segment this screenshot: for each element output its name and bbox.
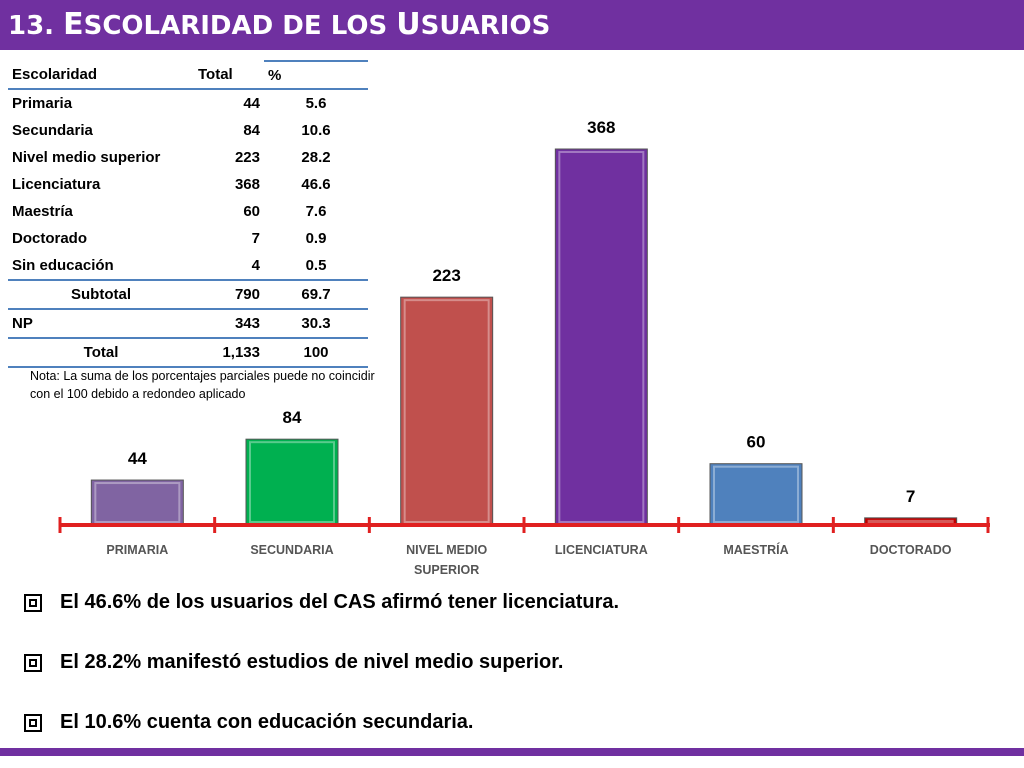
bullet-text: El 10.6% cuenta con educación secundaria…: [60, 711, 474, 733]
row-percent: 46.6: [301, 176, 331, 193]
table-row: Sin educación 4 0.5: [8, 252, 368, 280]
data-table: Escolaridad Total % Primaria 44 5.6 Secund…: [8, 60, 368, 368]
row-percent: 7.6: [305, 203, 327, 220]
slide-title: 13. ESCOLARIDAD DE LOS USUARIOS: [8, 8, 550, 43]
table-row: Licenciatura 368 46.6: [8, 171, 368, 198]
category-label: SECUNDARIA: [250, 543, 333, 557]
bullet-text: El 46.6% de los usuarios del CAS afirmó …: [60, 591, 620, 613]
data-label: 60: [747, 433, 766, 452]
category-label: LICENCIATURA: [555, 543, 648, 557]
checkbox-bullet-icon: [24, 654, 42, 672]
total-row: Total 1,133 100: [8, 337, 368, 368]
bar-highlight: [249, 441, 335, 524]
data-label: 44: [128, 449, 147, 468]
row-label: Secundaria: [12, 122, 93, 139]
header-percent: %: [264, 60, 368, 90]
subtotal-label: Subtotal: [8, 279, 194, 310]
total-percent: 100: [264, 337, 368, 368]
total-total: 1,133: [194, 337, 264, 368]
bottom-bar: [0, 748, 1024, 756]
bar: [554, 148, 648, 526]
bar: [90, 479, 184, 526]
checkbox-bullet-icon: [24, 714, 42, 732]
total-label: Total: [8, 337, 194, 368]
bullet-item: El 10.6% cuenta con educación secundaria…: [24, 708, 1004, 768]
bullet-item: El 28.2% manifestó estudios de nivel med…: [24, 648, 1004, 708]
row-label: Licenciatura: [12, 176, 101, 193]
bullet-list: El 46.6% de los usuarios del CAS afirmó …: [24, 588, 1004, 768]
bar-chart: 44 PRIMARIA 84 SECUNDARIA 223 NIVEL MEDIO SUPE…: [58, 118, 990, 577]
bar-highlight: [713, 465, 799, 523]
category-label: NIVEL MEDIO: [406, 543, 487, 557]
row-total: 223: [234, 149, 260, 166]
slide-title-number: 13.: [8, 11, 55, 41]
bar-highlight: [94, 482, 181, 524]
bar: [245, 438, 339, 526]
table-header-row: Escolaridad Total %: [8, 60, 368, 90]
category-label: PRIMARIA: [106, 543, 168, 557]
row-percent: 0.5: [305, 257, 327, 274]
row-percent: 0.9: [305, 230, 327, 247]
bar-highlight: [558, 151, 645, 523]
slide-title-text: ESCOLARIDAD DE LOS USUARIOS: [63, 7, 551, 42]
row-total: 60: [243, 203, 260, 220]
table-note: Nota: La suma de los porcentajes parcial…: [30, 369, 375, 401]
subtotal-total: 790: [194, 279, 264, 310]
row-total: 4: [251, 257, 260, 274]
checkbox-bullet-icon: [24, 594, 42, 612]
row-label: Primaria: [12, 95, 73, 112]
table-row: Nivel medio superior 223 28.2: [8, 144, 368, 171]
title-bar: [0, 0, 1024, 50]
row-percent: 28.2: [301, 149, 331, 166]
row-total: 44: [243, 95, 260, 112]
np-percent: 30.3: [301, 315, 331, 332]
header-escolaridad: Escolaridad: [8, 61, 194, 90]
data-label: 7: [906, 487, 915, 506]
row-label: Sin educación: [12, 257, 114, 274]
row-total: 84: [243, 122, 260, 139]
table-row: Primaria 44 5.6: [8, 89, 368, 117]
np-total: 343: [234, 315, 260, 332]
data-label: 368: [587, 118, 615, 137]
bullet-item: El 46.6% de los usuarios del CAS afirmó …: [24, 588, 1004, 648]
table-row: Secundaria 84 10.6: [8, 117, 368, 144]
category-label: SUPERIOR: [414, 563, 479, 577]
row-total: 368: [234, 176, 260, 193]
subtotal-row: Subtotal 790 69.7: [8, 279, 368, 310]
table-row: Maestría 60 7.6: [8, 198, 368, 225]
row-label: Maestría: [12, 203, 73, 220]
header-total: Total: [194, 61, 264, 90]
row-total: 7: [251, 230, 260, 247]
np-label: NP: [12, 315, 33, 332]
np-row: NP 343 30.3: [8, 309, 368, 338]
bar: [709, 463, 803, 526]
bar-highlight: [867, 519, 954, 524]
category-label: DOCTORADO: [870, 543, 952, 557]
bar-highlight: [403, 299, 490, 523]
category-label: MAESTRÍA: [723, 542, 788, 557]
row-label: Doctorado: [12, 230, 87, 247]
bar: [400, 296, 494, 526]
table-row: Doctorado 7 0.9: [8, 225, 368, 252]
data-label: 84: [283, 408, 302, 427]
data-label: 223: [432, 266, 460, 285]
row-percent: 5.6: [305, 95, 327, 112]
row-label: Nivel medio superior: [12, 149, 161, 166]
subtotal-percent: 69.7: [264, 279, 368, 310]
row-percent: 10.6: [301, 122, 331, 139]
bullet-text: El 28.2% manifestó estudios de nivel med…: [60, 651, 564, 673]
